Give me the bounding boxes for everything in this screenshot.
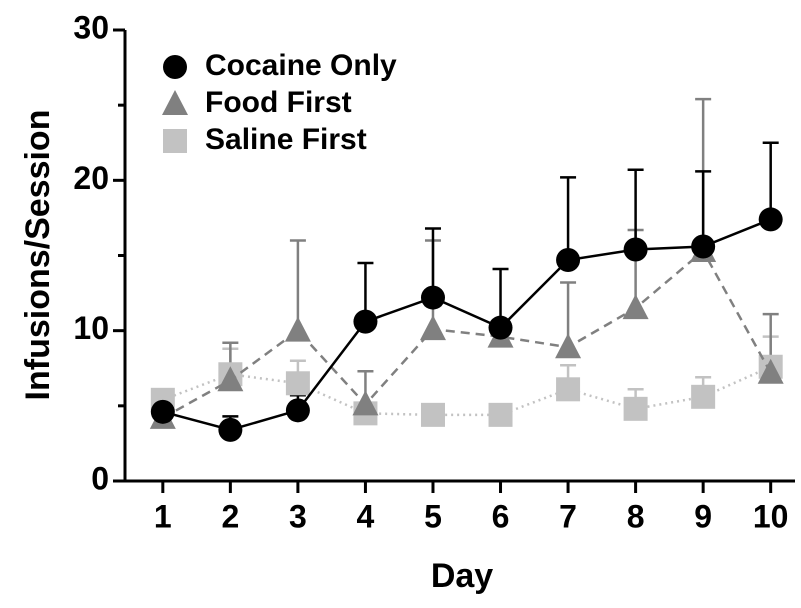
data-point: [218, 417, 243, 442]
data-point: [758, 207, 783, 232]
data-point: [217, 366, 244, 392]
data-point: [284, 316, 311, 342]
y-axis-label: Infusions/Session: [19, 110, 57, 401]
legend-label: Food First: [205, 86, 352, 119]
data-point: [419, 315, 446, 341]
x-tick-label: 1: [154, 498, 172, 534]
data-point: [285, 398, 310, 423]
y-tick-label: 30: [73, 9, 109, 45]
series-line: [162, 365, 772, 417]
y-tick-label: 0: [91, 460, 109, 496]
x-tick-label: 10: [753, 498, 789, 534]
data-point: [555, 333, 582, 359]
data-point: [691, 384, 716, 409]
data-point: [488, 315, 513, 340]
x-tick-label: 4: [357, 498, 375, 534]
data-point: [352, 390, 379, 416]
legend-label: Cocaine Only: [205, 49, 397, 82]
data-point: [691, 234, 716, 259]
data-point: [420, 285, 445, 310]
x-tick-label: 2: [221, 498, 239, 534]
legend-marker: [162, 90, 188, 115]
x-tick-label: 5: [424, 498, 442, 534]
x-tick-label: 8: [627, 498, 645, 534]
data-point: [622, 294, 649, 320]
data-point: [285, 371, 310, 396]
legend-marker: [163, 129, 187, 153]
data-point: [488, 402, 513, 427]
data-point: [556, 377, 581, 402]
data-point: [757, 358, 784, 384]
series-line: [162, 218, 772, 432]
data-point: [623, 237, 648, 262]
data-point: [420, 402, 445, 427]
x-axis-label: Day: [431, 557, 493, 595]
data-point: [150, 399, 175, 424]
series-line: [162, 249, 772, 419]
x-tick-label: 3: [289, 498, 307, 534]
y-tick-label: 20: [73, 160, 109, 196]
x-tick-label: 9: [694, 498, 712, 534]
x-tick-label: 7: [559, 498, 577, 534]
data-point: [353, 309, 378, 334]
legend-label: Saline First: [205, 123, 367, 156]
x-tick-label: 6: [492, 498, 510, 534]
y-tick-label: 10: [73, 310, 109, 346]
data-point: [556, 248, 581, 273]
data-point: [623, 396, 648, 421]
legend-marker: [163, 55, 187, 79]
